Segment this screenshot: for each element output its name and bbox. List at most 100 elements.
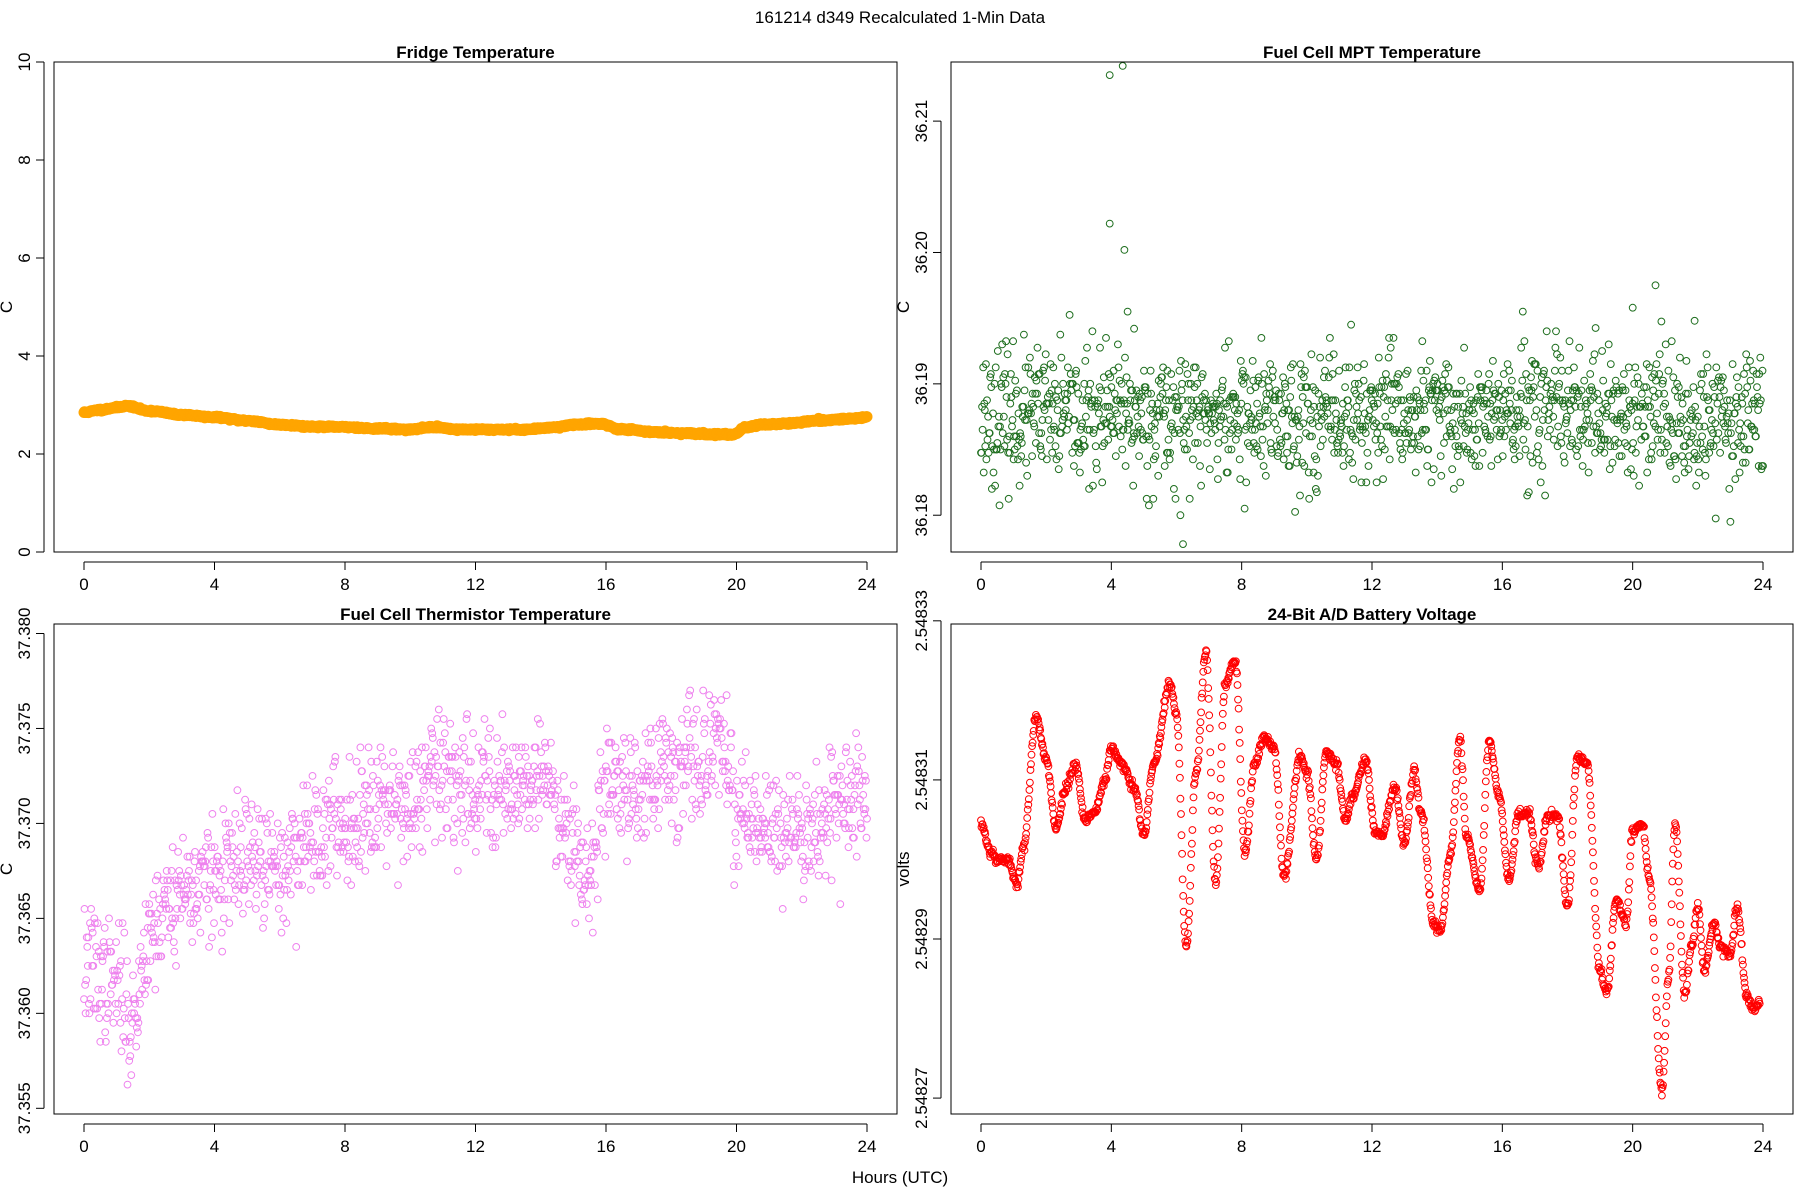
data-point <box>395 762 404 771</box>
data-point <box>98 985 106 994</box>
outlier-point <box>1690 316 1699 325</box>
data-point <box>846 757 854 766</box>
data-point <box>696 810 704 818</box>
data-point <box>685 734 694 742</box>
data-point <box>345 753 354 761</box>
data-point <box>521 753 530 761</box>
data-point <box>355 862 364 871</box>
data-point <box>1185 897 1194 905</box>
data-point <box>463 710 472 719</box>
data-marks <box>78 399 873 442</box>
data-point <box>978 425 987 434</box>
data-point <box>1205 465 1214 474</box>
data-point <box>441 748 450 757</box>
data-point <box>1753 383 1761 392</box>
data-point <box>1253 399 1261 408</box>
data-point <box>1534 442 1542 451</box>
data-point <box>95 1014 104 1022</box>
data-point <box>618 772 627 780</box>
data-point <box>88 928 97 937</box>
data-point <box>1752 432 1760 441</box>
data-point <box>1518 307 1527 316</box>
data-point <box>1207 768 1215 777</box>
data-point <box>259 924 267 932</box>
data-point <box>1011 389 1020 398</box>
data-point <box>814 852 822 861</box>
data-point <box>1028 452 1036 461</box>
data-point <box>125 1056 134 1065</box>
data-point <box>1532 406 1541 415</box>
x-tick-label: 8 <box>1237 575 1246 594</box>
data-point <box>1074 389 1083 398</box>
data-point <box>706 700 715 709</box>
data-point <box>204 833 213 842</box>
data-point <box>673 833 682 842</box>
data-point <box>585 914 593 923</box>
data-point <box>1178 875 1187 884</box>
data-point <box>231 886 240 894</box>
data-point <box>624 824 632 833</box>
x-tick-label: 0 <box>79 575 88 594</box>
y-tick-label: 2.54833 <box>912 590 931 651</box>
data-point <box>308 772 317 780</box>
data-point <box>1187 850 1196 858</box>
data-point <box>87 905 95 913</box>
data-point <box>800 876 808 885</box>
data-point <box>188 881 197 889</box>
data-point <box>1427 478 1436 487</box>
data-point <box>1208 826 1217 835</box>
data-point <box>217 886 226 894</box>
data-point <box>1530 412 1539 421</box>
data-point <box>1702 350 1711 359</box>
data-point <box>438 776 447 785</box>
data-point <box>573 829 582 837</box>
data-point <box>1282 432 1290 441</box>
data-point <box>1599 376 1608 385</box>
data-point <box>1176 511 1185 520</box>
data-point <box>1218 709 1227 718</box>
data-point <box>1179 892 1188 900</box>
data-point <box>1624 363 1633 372</box>
data-point <box>1534 455 1543 464</box>
data-point <box>1591 324 1600 332</box>
data-point <box>253 805 262 814</box>
data-point <box>1178 849 1186 858</box>
y-tick-label: 37.375 <box>15 702 34 754</box>
data-point <box>1746 376 1755 385</box>
data-point <box>325 776 333 785</box>
data-point <box>1365 406 1374 415</box>
data-point <box>983 435 992 444</box>
data-point <box>1114 340 1122 349</box>
data-point <box>311 786 320 795</box>
data-point <box>1740 370 1748 378</box>
data-point <box>1315 422 1323 431</box>
data-point <box>1520 337 1529 346</box>
data-point <box>433 715 442 723</box>
x-tick-label: 4 <box>210 1137 219 1156</box>
data-point <box>1196 726 1204 735</box>
data-point <box>1051 442 1060 451</box>
data-point <box>1266 360 1274 369</box>
data-point <box>799 895 808 904</box>
data-point <box>1162 383 1171 392</box>
data-point <box>1575 343 1584 352</box>
data-point <box>1171 494 1180 503</box>
data-point <box>1643 396 1652 405</box>
data-point <box>727 743 735 752</box>
data-point <box>1672 475 1680 484</box>
data-point <box>1099 373 1108 382</box>
data-point <box>1756 353 1765 362</box>
data-point <box>127 1071 136 1079</box>
data-point <box>525 814 534 823</box>
data-point <box>310 857 319 866</box>
data-point <box>262 819 271 828</box>
data-point <box>456 767 465 776</box>
data-point <box>1604 340 1613 349</box>
data-point <box>1065 311 1074 319</box>
data-point <box>1174 731 1183 740</box>
data-point <box>1220 435 1229 444</box>
data-point <box>439 715 448 723</box>
data-point <box>1070 462 1078 470</box>
data-point <box>1606 360 1615 369</box>
data-point <box>1019 402 1028 411</box>
